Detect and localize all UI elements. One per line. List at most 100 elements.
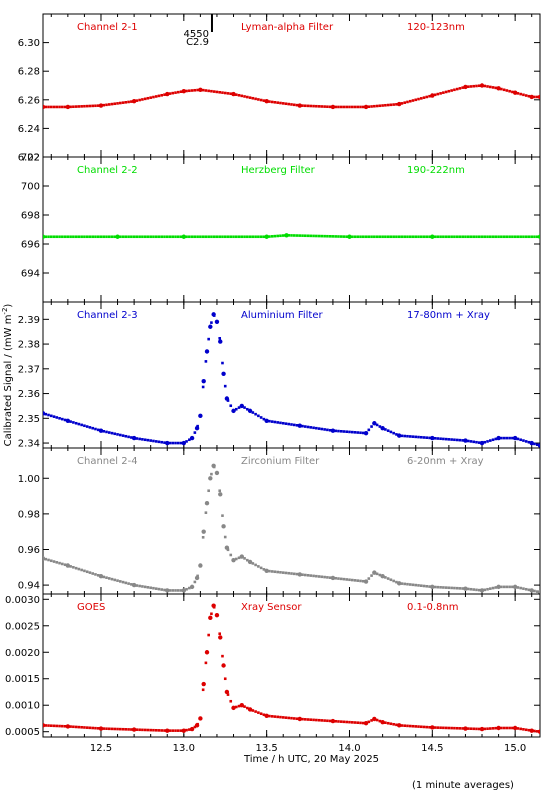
sample-marker <box>63 105 67 109</box>
sample-marker <box>185 89 188 93</box>
sample-marker <box>246 706 249 710</box>
sample-marker <box>176 90 180 94</box>
sample-marker <box>483 727 487 731</box>
sample-marker <box>55 416 59 419</box>
sample-marker <box>61 724 64 728</box>
sample-marker <box>342 720 346 724</box>
sample-marker <box>522 587 525 590</box>
sample-marker <box>243 235 246 239</box>
sample-marker <box>69 725 72 728</box>
sample-marker <box>251 411 255 414</box>
sample-marker <box>96 235 100 239</box>
sample-marker <box>69 420 72 423</box>
sample-marker <box>168 441 172 445</box>
sample-marker <box>403 582 407 586</box>
sample-marker <box>417 725 420 728</box>
sample-marker <box>287 234 291 237</box>
sample-marker <box>472 727 476 731</box>
sample-marker <box>384 721 387 724</box>
sample-marker <box>442 91 445 94</box>
sample-marker <box>240 703 244 707</box>
sample-marker <box>44 235 48 239</box>
sample-marker <box>237 93 241 97</box>
sample-marker <box>315 426 318 430</box>
sample-marker <box>530 589 534 592</box>
y-tick-label: 6.28 <box>18 67 40 78</box>
sample-marker <box>533 589 536 593</box>
sample-marker <box>535 590 539 593</box>
sample-marker <box>176 729 180 732</box>
sample-marker <box>367 720 371 724</box>
channel-label: Channel 2-1 <box>77 22 138 33</box>
sample-marker <box>370 425 373 428</box>
sample-marker <box>152 235 155 239</box>
sample-marker <box>91 104 94 108</box>
sample-marker <box>419 435 423 439</box>
sample-marker <box>339 235 343 238</box>
sample-marker <box>469 440 473 443</box>
sample-marker <box>246 558 249 562</box>
sample-marker <box>96 428 100 432</box>
sample-marker <box>246 95 249 99</box>
sample-marker <box>107 235 111 239</box>
sample-marker <box>143 97 147 101</box>
sample-marker <box>364 105 368 109</box>
sample-marker <box>83 104 86 108</box>
x-tick-label: 12.5 <box>90 743 112 754</box>
sample-marker <box>326 428 329 432</box>
sample-marker <box>240 555 244 558</box>
sample-marker <box>174 729 177 732</box>
sample-marker <box>331 105 335 109</box>
sample-marker <box>229 235 233 239</box>
sample-marker <box>273 420 277 424</box>
sample-marker <box>535 235 539 239</box>
sample-marker <box>353 105 357 109</box>
sample-marker <box>356 721 360 724</box>
x-tick-label: 14.0 <box>338 743 360 754</box>
sample-marker <box>94 104 97 108</box>
sample-marker <box>113 102 117 106</box>
sample-marker <box>146 586 150 589</box>
sample-marker <box>74 105 78 108</box>
sample-marker <box>439 586 442 589</box>
sample-marker <box>232 558 235 562</box>
sample-marker <box>199 88 202 92</box>
sample-marker <box>373 235 376 239</box>
sample-marker <box>431 726 434 729</box>
sample-marker <box>152 728 155 732</box>
sample-marker <box>522 728 525 731</box>
sample-marker <box>535 95 539 99</box>
sample-marker <box>466 85 470 88</box>
sample-marker <box>268 569 271 573</box>
sample-marker <box>400 724 404 727</box>
sample-marker <box>315 234 318 238</box>
sample-marker <box>408 235 412 239</box>
sample-marker <box>392 431 395 435</box>
sample-marker <box>135 728 139 731</box>
sample-marker <box>403 235 407 239</box>
sample-marker <box>361 235 365 239</box>
sample-marker <box>389 578 393 582</box>
sample-marker <box>480 727 484 731</box>
sample-marker <box>193 725 197 729</box>
sample-marker <box>121 727 125 731</box>
sample-marker <box>422 436 426 439</box>
sample-marker <box>406 434 409 438</box>
sample-marker <box>320 427 324 431</box>
sample-marker <box>375 572 379 576</box>
sample-marker <box>107 727 111 731</box>
sample-marker <box>268 100 271 103</box>
sample-marker <box>91 235 94 239</box>
sample-marker <box>254 563 257 567</box>
sample-marker <box>119 580 122 583</box>
sample-marker <box>243 95 246 98</box>
data-point <box>208 615 213 621</box>
sample-marker <box>356 579 360 582</box>
sample-marker <box>384 576 387 579</box>
sample-marker <box>466 235 470 239</box>
sample-marker <box>201 385 205 389</box>
sample-marker <box>270 715 274 718</box>
sample-marker <box>52 235 56 239</box>
sample-marker <box>464 439 467 442</box>
sample-marker <box>461 235 464 239</box>
